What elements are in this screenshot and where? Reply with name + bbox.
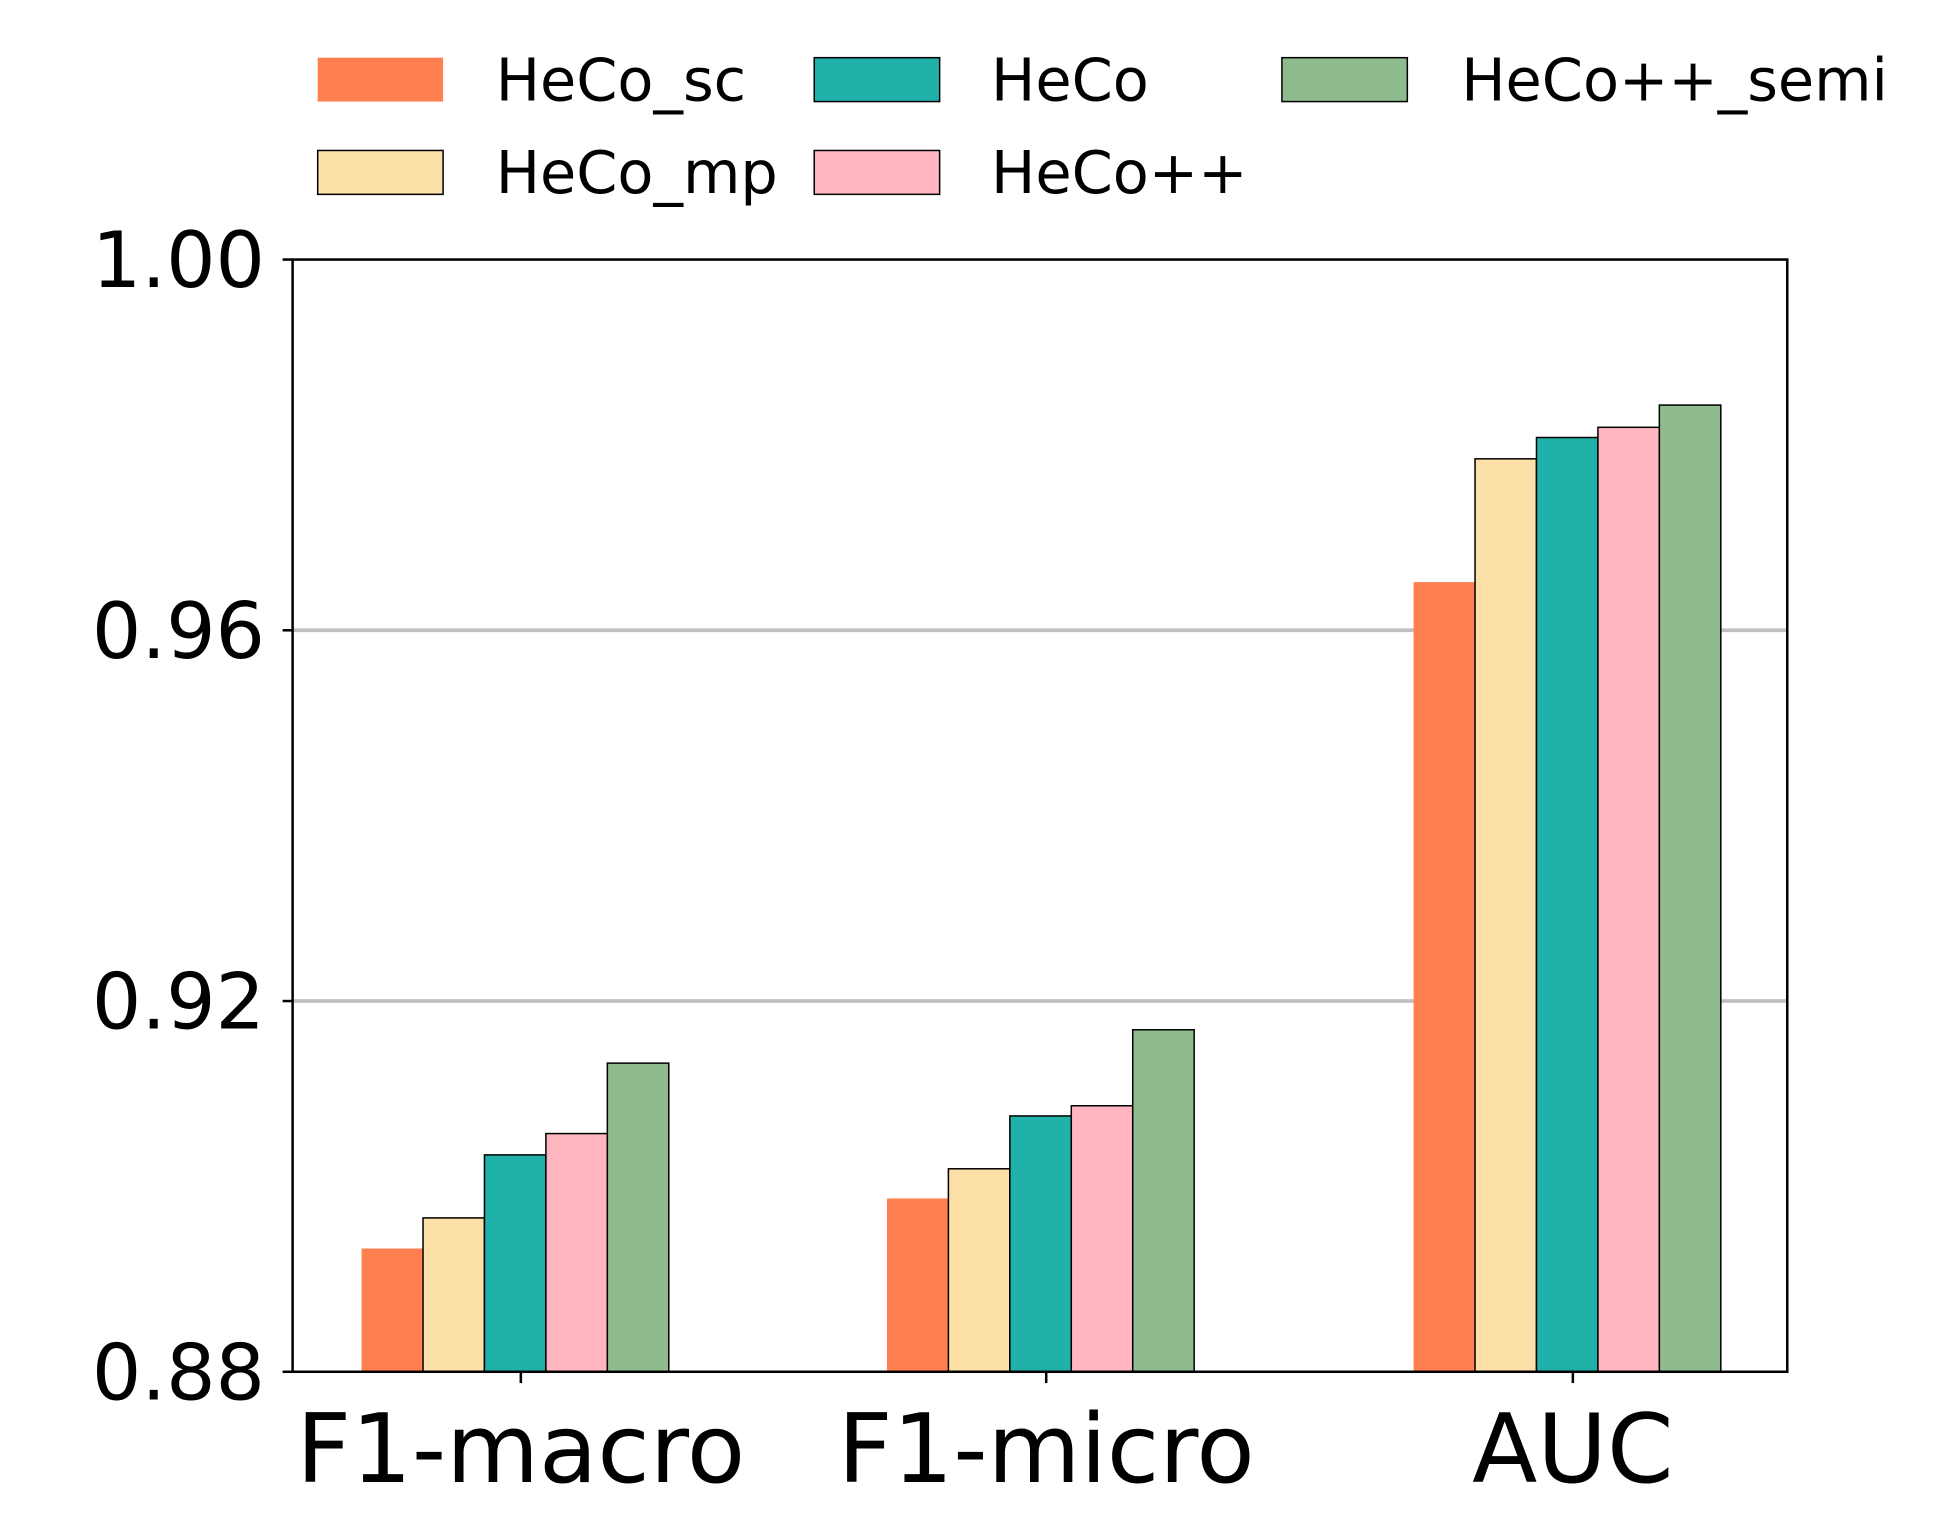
legend-label: HeCo xyxy=(991,45,1149,114)
bar-heco-mp-f1-macro xyxy=(422,1217,486,1373)
bar-heco--f1-micro xyxy=(1070,1105,1134,1373)
bar-heco--auc xyxy=(1597,426,1661,1373)
x-tick-label: F1-micro xyxy=(838,1395,1255,1505)
legend-swatch xyxy=(316,149,444,196)
legend-swatch xyxy=(1281,56,1409,103)
legend-label: HeCo++_semi xyxy=(1461,45,1888,114)
bar-heco-semi-auc xyxy=(1658,404,1722,1373)
x-tick-label: F1-macro xyxy=(296,1395,745,1505)
bar-heco-mp-f1-micro xyxy=(947,1168,1011,1373)
legend-swatch xyxy=(813,56,941,103)
bar-heco-auc xyxy=(1535,436,1599,1373)
bar-heco-sc-auc xyxy=(1413,582,1476,1372)
legend-label: HeCo++ xyxy=(991,138,1248,207)
y-tick-label: 0.96 xyxy=(92,587,265,677)
bar-heco-mp-auc xyxy=(1474,458,1538,1373)
legend-label: HeCo_sc xyxy=(496,45,746,114)
x-tick-label: AUC xyxy=(1472,1395,1673,1505)
legend-swatch xyxy=(317,57,444,102)
x-axis: F1-macro F1-micro AUC xyxy=(296,1371,1674,1505)
y-tick-label: 1.00 xyxy=(92,216,265,306)
y-tick-label: 0.92 xyxy=(92,958,265,1048)
bar-heco-semi-f1-macro xyxy=(606,1062,670,1373)
legend-label: HeCo_mp xyxy=(496,138,778,207)
y-tick-label: 0.88 xyxy=(92,1328,265,1418)
bar-heco-sc-f1-micro xyxy=(886,1198,949,1372)
legend: HeCo_sc HeCo_mp HeCo HeCo++ HeCo++_semi xyxy=(316,45,1888,207)
plot-frame xyxy=(291,258,1789,1374)
bar-heco--f1-macro xyxy=(545,1132,609,1373)
bars xyxy=(361,404,1722,1373)
bar-heco-semi-f1-micro xyxy=(1131,1029,1195,1373)
y-axis: 0.88 0.92 0.96 1.00 xyxy=(92,216,293,1418)
bar-heco-f1-macro xyxy=(483,1154,547,1373)
bar-heco-sc-f1-macro xyxy=(361,1248,424,1372)
legend-swatch xyxy=(813,149,941,196)
bar-heco-f1-micro xyxy=(1009,1115,1073,1373)
